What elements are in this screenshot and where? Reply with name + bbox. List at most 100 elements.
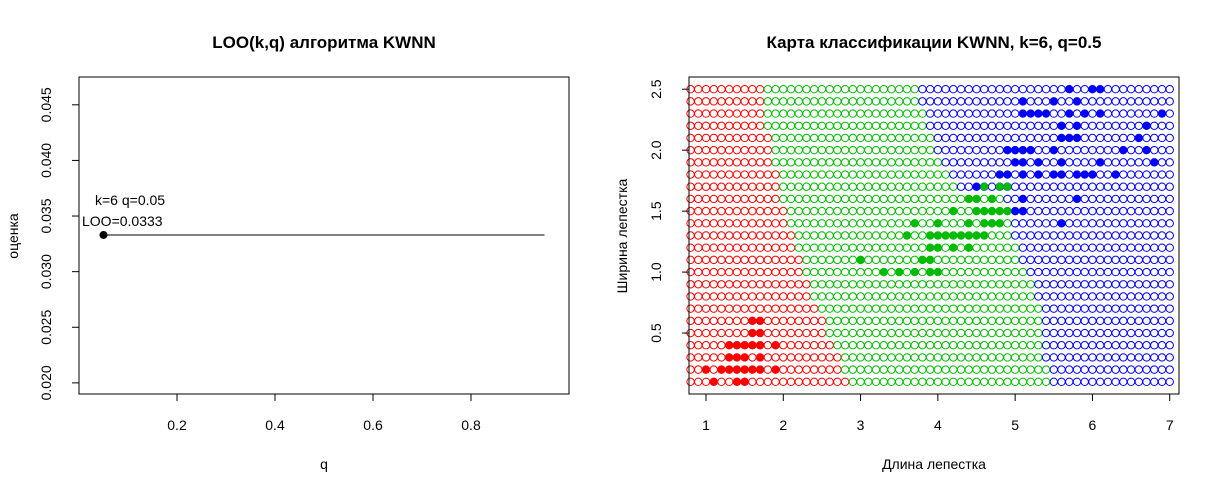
grid-point-virginica	[1072, 304, 1082, 313]
grid-point-virginica	[1157, 341, 1167, 350]
grid-point-setosa	[717, 170, 726, 179]
grid-point-virginica	[1010, 84, 1020, 94]
grid-point-virginica	[1119, 304, 1128, 313]
grid-point-versicolor	[910, 365, 919, 374]
grid-point-virginica	[1018, 255, 1028, 265]
grid-point-versicolor	[848, 231, 858, 240]
grid-point-setosa	[786, 304, 796, 313]
grid-point-setosa	[771, 377, 780, 387]
grid-point-versicolor	[956, 194, 966, 204]
grid-point-versicolor	[949, 194, 958, 204]
grid-point-virginica	[1072, 316, 1082, 326]
grid-point-versicolor	[941, 267, 950, 277]
grid-point-setosa	[717, 121, 726, 130]
grid-point-versicolor	[825, 255, 834, 265]
grid-point-versicolor	[1026, 328, 1035, 338]
grid-point-virginica	[1126, 158, 1136, 167]
grid-point-versicolor	[1018, 328, 1028, 338]
grid-point-setosa	[709, 194, 718, 204]
grid-point-versicolor	[848, 170, 858, 179]
grid-point-versicolor	[925, 353, 935, 362]
grid-point-setosa	[686, 341, 695, 350]
grid-point-setosa	[717, 328, 726, 338]
grid-point-versicolor	[1026, 280, 1035, 289]
grid-point-versicolor	[856, 133, 865, 143]
grid-point-versicolor	[856, 84, 865, 94]
grid-point-setosa	[701, 231, 711, 240]
grid-point-virginica	[1119, 243, 1128, 252]
grid-point-versicolor	[848, 267, 858, 277]
training-point-setosa	[740, 377, 749, 386]
grid-point-versicolor	[786, 158, 796, 167]
grid-point-setosa	[701, 316, 711, 326]
grid-point-virginica	[1057, 316, 1066, 326]
grid-point-versicolor	[964, 280, 973, 289]
grid-point-versicolor	[902, 182, 912, 191]
grid-point-virginica	[1034, 182, 1043, 191]
grid-point-virginica	[964, 158, 973, 167]
grid-point-virginica	[1049, 365, 1058, 374]
grid-point-versicolor	[825, 194, 834, 204]
classification-x-tick-label: 7	[1166, 417, 1174, 433]
grid-point-virginica	[1119, 97, 1128, 106]
training-point-virginica	[1026, 146, 1035, 155]
grid-point-versicolor	[902, 292, 912, 301]
grid-point-virginica	[1095, 365, 1105, 374]
grid-point-setosa	[748, 206, 757, 216]
grid-point-virginica	[1103, 341, 1113, 350]
grid-point-versicolor	[871, 109, 881, 118]
grid-point-virginica	[1119, 365, 1128, 374]
grid-point-versicolor	[895, 292, 904, 301]
grid-point-versicolor	[864, 255, 873, 265]
grid-point-virginica	[949, 109, 958, 118]
grid-point-virginica	[1126, 341, 1136, 350]
grid-point-versicolor	[871, 170, 881, 179]
grid-point-virginica	[1126, 280, 1136, 289]
grid-point-versicolor	[895, 280, 904, 289]
grid-point-versicolor	[833, 280, 842, 289]
grid-point-versicolor	[949, 353, 958, 362]
training-point-versicolor	[987, 219, 996, 228]
grid-point-virginica	[1072, 353, 1082, 362]
grid-point-setosa	[701, 377, 711, 387]
grid-point-virginica	[964, 133, 973, 143]
grid-point-setosa	[724, 182, 734, 191]
grid-point-versicolor	[794, 84, 803, 94]
grid-point-versicolor	[779, 158, 788, 167]
grid-point-versicolor	[972, 328, 981, 338]
grid-point-setosa	[740, 206, 749, 216]
grid-point-virginica	[972, 109, 981, 118]
grid-point-versicolor	[810, 194, 819, 204]
grid-point-versicolor	[879, 292, 888, 301]
grid-point-virginica	[1165, 158, 1174, 167]
grid-point-virginica	[1057, 341, 1066, 350]
grid-point-versicolor	[794, 109, 803, 118]
grid-point-virginica	[1126, 316, 1136, 326]
grid-point-setosa	[763, 365, 773, 374]
training-point-setosa	[717, 365, 726, 374]
grid-point-versicolor	[802, 158, 811, 167]
grid-point-versicolor	[786, 145, 796, 155]
grid-point-virginica	[987, 84, 997, 94]
grid-point-setosa	[701, 292, 711, 301]
grid-point-setosa	[694, 365, 703, 374]
grid-point-versicolor	[895, 328, 904, 338]
grid-point-virginica	[1088, 280, 1097, 289]
grid-point-setosa	[779, 206, 788, 216]
training-point-virginica	[1072, 170, 1081, 179]
grid-point-setosa	[810, 316, 819, 326]
grid-point-versicolor	[925, 292, 935, 301]
grid-point-versicolor	[802, 84, 811, 94]
grid-point-setosa	[817, 341, 827, 350]
training-point-virginica	[1018, 207, 1027, 216]
grid-point-setosa	[748, 255, 757, 265]
grid-point-virginica	[1049, 328, 1058, 338]
grid-point-setosa	[694, 377, 703, 387]
grid-point-virginica	[1010, 97, 1020, 106]
grid-point-virginica	[1026, 194, 1035, 204]
grid-point-setosa	[709, 170, 718, 179]
grid-point-virginica	[941, 145, 950, 155]
grid-point-virginica	[933, 145, 943, 155]
grid-point-versicolor	[864, 121, 873, 130]
grid-point-virginica	[1157, 219, 1167, 228]
